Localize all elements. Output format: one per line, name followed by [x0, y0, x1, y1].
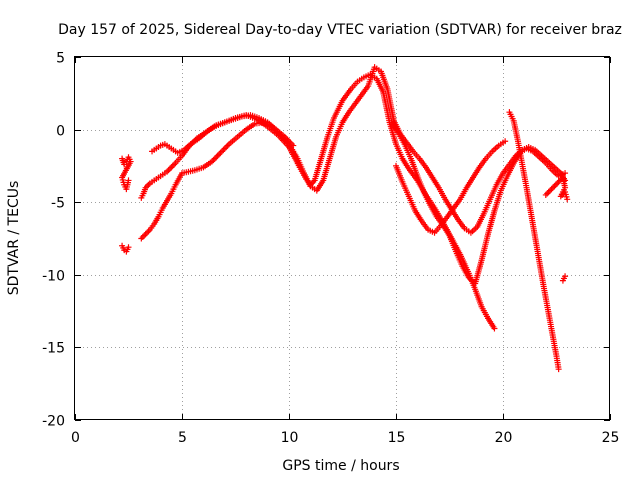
data-point	[171, 161, 178, 168]
data-point	[125, 177, 132, 184]
data-point	[223, 144, 230, 151]
x-tick-label: 25	[602, 430, 620, 446]
y-tick-label: 0	[56, 124, 65, 140]
data-point	[145, 181, 152, 188]
y-axis-label: SDTVAR / TECUs	[6, 181, 22, 296]
data-series	[542, 174, 571, 284]
data-point	[491, 325, 498, 332]
data-point	[145, 228, 152, 235]
data-point	[217, 149, 224, 156]
data-point	[545, 189, 552, 196]
data-point	[564, 196, 571, 203]
data-series	[388, 119, 569, 287]
data-point	[549, 184, 556, 191]
x-tick-label: 5	[178, 430, 187, 446]
data-point	[144, 229, 151, 236]
y-tick-label: -10	[42, 269, 65, 285]
data-point	[542, 191, 549, 198]
data-point	[547, 187, 554, 194]
data-point	[125, 244, 132, 251]
data-point	[166, 165, 173, 172]
x-tick-label: 20	[495, 430, 513, 446]
data-point	[168, 164, 175, 171]
chart-title: Day 157 of 2025, Sidereal Day-to-day VTE…	[58, 22, 622, 38]
data-point	[555, 366, 562, 373]
data-point	[544, 190, 551, 197]
data-point	[141, 232, 148, 239]
y-tick-label: -15	[42, 341, 65, 357]
data-point	[224, 142, 231, 149]
grid-lines	[75, 57, 610, 420]
x-axis-label: GPS time / hours	[282, 458, 399, 474]
y-tick-label: 5	[56, 51, 65, 67]
data-point	[211, 155, 218, 162]
data-point	[290, 142, 297, 149]
x-tick-label: 15	[388, 430, 406, 446]
data-point	[142, 231, 149, 238]
data-point	[554, 180, 561, 187]
data-points	[119, 64, 571, 373]
x-tick-label: 0	[71, 430, 80, 446]
data-point	[139, 234, 146, 241]
data-point	[214, 152, 221, 159]
data-series	[119, 71, 498, 332]
axis-ticks: 0 5 10 15 20 25 5 0 -5 -10 -15 -20	[42, 51, 619, 447]
data-point	[562, 170, 569, 177]
y-tick-label: -20	[42, 414, 65, 430]
data-point	[218, 148, 225, 155]
data-point	[138, 235, 145, 242]
data-point	[551, 183, 558, 190]
plot-frame	[74, 56, 610, 420]
x-tick-label: 10	[281, 430, 299, 446]
data-point	[548, 186, 555, 193]
y-tick-label: -5	[51, 196, 65, 212]
data-point	[216, 151, 223, 158]
data-point	[213, 154, 220, 161]
data-point	[221, 145, 228, 152]
data-series	[138, 64, 569, 242]
data-point	[165, 167, 172, 174]
data-series	[506, 109, 562, 373]
data-point	[562, 273, 569, 280]
data-point	[220, 146, 227, 153]
data-point	[552, 181, 559, 188]
data-point	[169, 162, 176, 169]
data-point	[502, 138, 509, 145]
